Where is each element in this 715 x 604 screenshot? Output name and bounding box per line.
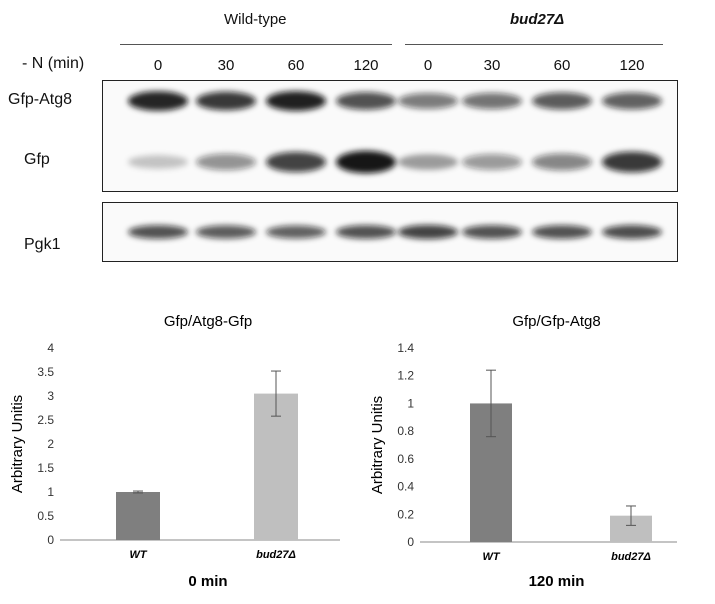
bar	[116, 492, 160, 540]
chart-gfp-atg8-gfp: Gfp/Atg8-Gfp Arbitrary Unitis 0 0.5 1 1.5 2 2.5…	[9, 313, 340, 590]
row-label-gfp: Gfp	[24, 151, 50, 168]
y-tick-label: 0.4	[397, 480, 414, 494]
x-category-label: bud27Δ	[256, 549, 296, 561]
blot-band	[462, 225, 522, 239]
chart-title: Gfp/Atg8-Gfp	[164, 313, 252, 330]
chart-title: Gfp/Gfp-Atg8	[512, 313, 600, 330]
y-tick-label: 0.5	[37, 509, 54, 523]
blot-band	[602, 92, 662, 110]
lane-label: 120	[353, 57, 379, 74]
y-tick-label: 2	[47, 437, 54, 451]
blot-band	[266, 151, 326, 173]
blot-band	[196, 91, 256, 111]
blot-band	[398, 154, 458, 170]
y-tick-label: 0.8	[397, 424, 414, 438]
y-tick-label: 1.5	[37, 461, 54, 475]
row-label-gfp-atg8: Gfp-Atg8	[8, 91, 73, 108]
blot-band	[462, 153, 522, 171]
lane-label: 0	[153, 57, 163, 74]
group-label-bud27: bud27Δ	[510, 11, 565, 28]
blot-band	[128, 155, 188, 169]
chart-gfp-gfp-atg8: Gfp/Gfp-Atg8 Arbitrary Unitis 0 0.2 0.4 0.6 0.…	[369, 313, 677, 590]
blot-band	[266, 91, 326, 111]
lane-label: 30	[483, 57, 501, 74]
x-category-label: bud27Δ	[611, 551, 651, 563]
y-tick-label: 3	[47, 389, 54, 403]
x-axis-label: 120 min	[529, 573, 585, 590]
blot-band	[336, 150, 396, 174]
lane-label: 30	[217, 57, 235, 74]
y-tick-label: 1	[407, 396, 414, 410]
blot-band	[462, 92, 522, 110]
blot-band	[602, 225, 662, 239]
y-axis-label: Arbitrary Unitis	[9, 395, 26, 493]
group-label-wild-type: Wild-type	[224, 11, 287, 28]
blot-band	[336, 225, 396, 239]
blot-band	[532, 92, 592, 110]
blot-band	[128, 225, 188, 239]
y-tick-label: 1	[47, 485, 54, 499]
blot-band	[196, 225, 256, 239]
blot-bands	[128, 91, 662, 240]
group-rule-wild-type	[120, 44, 392, 45]
y-tick-label: 2.5	[37, 413, 54, 427]
blot-band	[196, 153, 256, 171]
blot-band	[532, 153, 592, 171]
blot-band	[266, 225, 326, 239]
y-tick-label: 0	[407, 535, 414, 549]
lane-label: 120	[619, 57, 645, 74]
x-axis-label: 0 min	[188, 573, 227, 590]
lane-label: 60	[553, 57, 571, 74]
blot-band	[398, 224, 458, 240]
lane-label: 60	[287, 57, 305, 74]
y-tick-label: 0.6	[397, 452, 414, 466]
y-tick-label: 1.4	[397, 341, 414, 355]
x-category-label: WT	[129, 549, 147, 561]
blot-band	[336, 92, 396, 110]
y-tick-label: 0	[47, 533, 54, 547]
y-axis-label: Arbitrary Unitis	[369, 396, 386, 494]
blot-band	[602, 151, 662, 173]
row-label-pgk1: Pgk1	[24, 236, 61, 253]
y-tick-label: 0.2	[397, 507, 414, 521]
time-axis-label: - N (min)	[22, 55, 85, 72]
bar	[254, 393, 298, 540]
group-rule-bud27	[405, 44, 663, 45]
lane-label: 0	[423, 57, 433, 74]
blot-band	[532, 225, 592, 239]
y-tick-label: 3.5	[37, 365, 54, 379]
blot-band	[128, 91, 188, 111]
blot-band	[398, 93, 458, 109]
y-tick-label: 1.2	[397, 369, 414, 383]
x-category-label: WT	[482, 551, 500, 563]
y-tick-label: 4	[47, 341, 54, 355]
